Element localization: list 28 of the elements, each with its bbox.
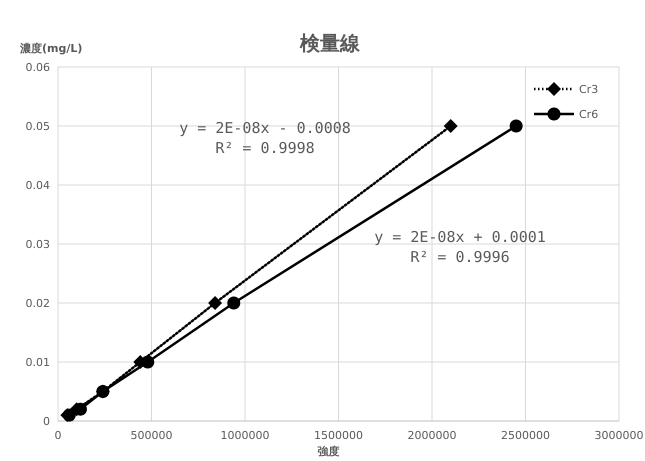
y-tick-label: 0.03: [26, 238, 50, 251]
x-tick-label: 0: [54, 429, 62, 442]
point: [444, 119, 458, 133]
point: [208, 296, 222, 310]
y-tick-label: 0.02: [26, 297, 50, 310]
y-tick-label: 0.06: [26, 61, 50, 74]
x-tick-label: 2000000: [408, 429, 456, 442]
x-tick-label: 1000000: [220, 429, 270, 442]
y-axis-title: 濃度(mg/L): [19, 42, 82, 55]
y-tick-label: 0.05: [26, 120, 50, 133]
annotation: y = 2E-08x + 0.0001 R² = 0.9996: [374, 228, 546, 266]
chart-title: 検量線: [299, 31, 361, 55]
x-tick-label: 500000: [130, 429, 172, 442]
x-tick-label: 1500000: [314, 429, 363, 442]
y-tick-label: 0.01: [26, 356, 50, 369]
y-tick-label: 0: [43, 415, 50, 428]
y-tick-label: 0.04: [26, 179, 50, 192]
annotation: y = 2E-08x - 0.0008 R² = 0.9998: [179, 119, 351, 157]
point: [62, 408, 76, 422]
point: [227, 296, 240, 310]
legend-label: Cr3: [579, 83, 598, 96]
x-axis-title: 強度: [318, 445, 340, 458]
point: [141, 356, 154, 368]
legend-label: Cr6: [579, 108, 598, 121]
point: [510, 120, 523, 132]
point: [96, 385, 110, 398]
x-tick-label: 3000000: [594, 429, 644, 442]
x-tick-label: 2500000: [501, 429, 550, 442]
